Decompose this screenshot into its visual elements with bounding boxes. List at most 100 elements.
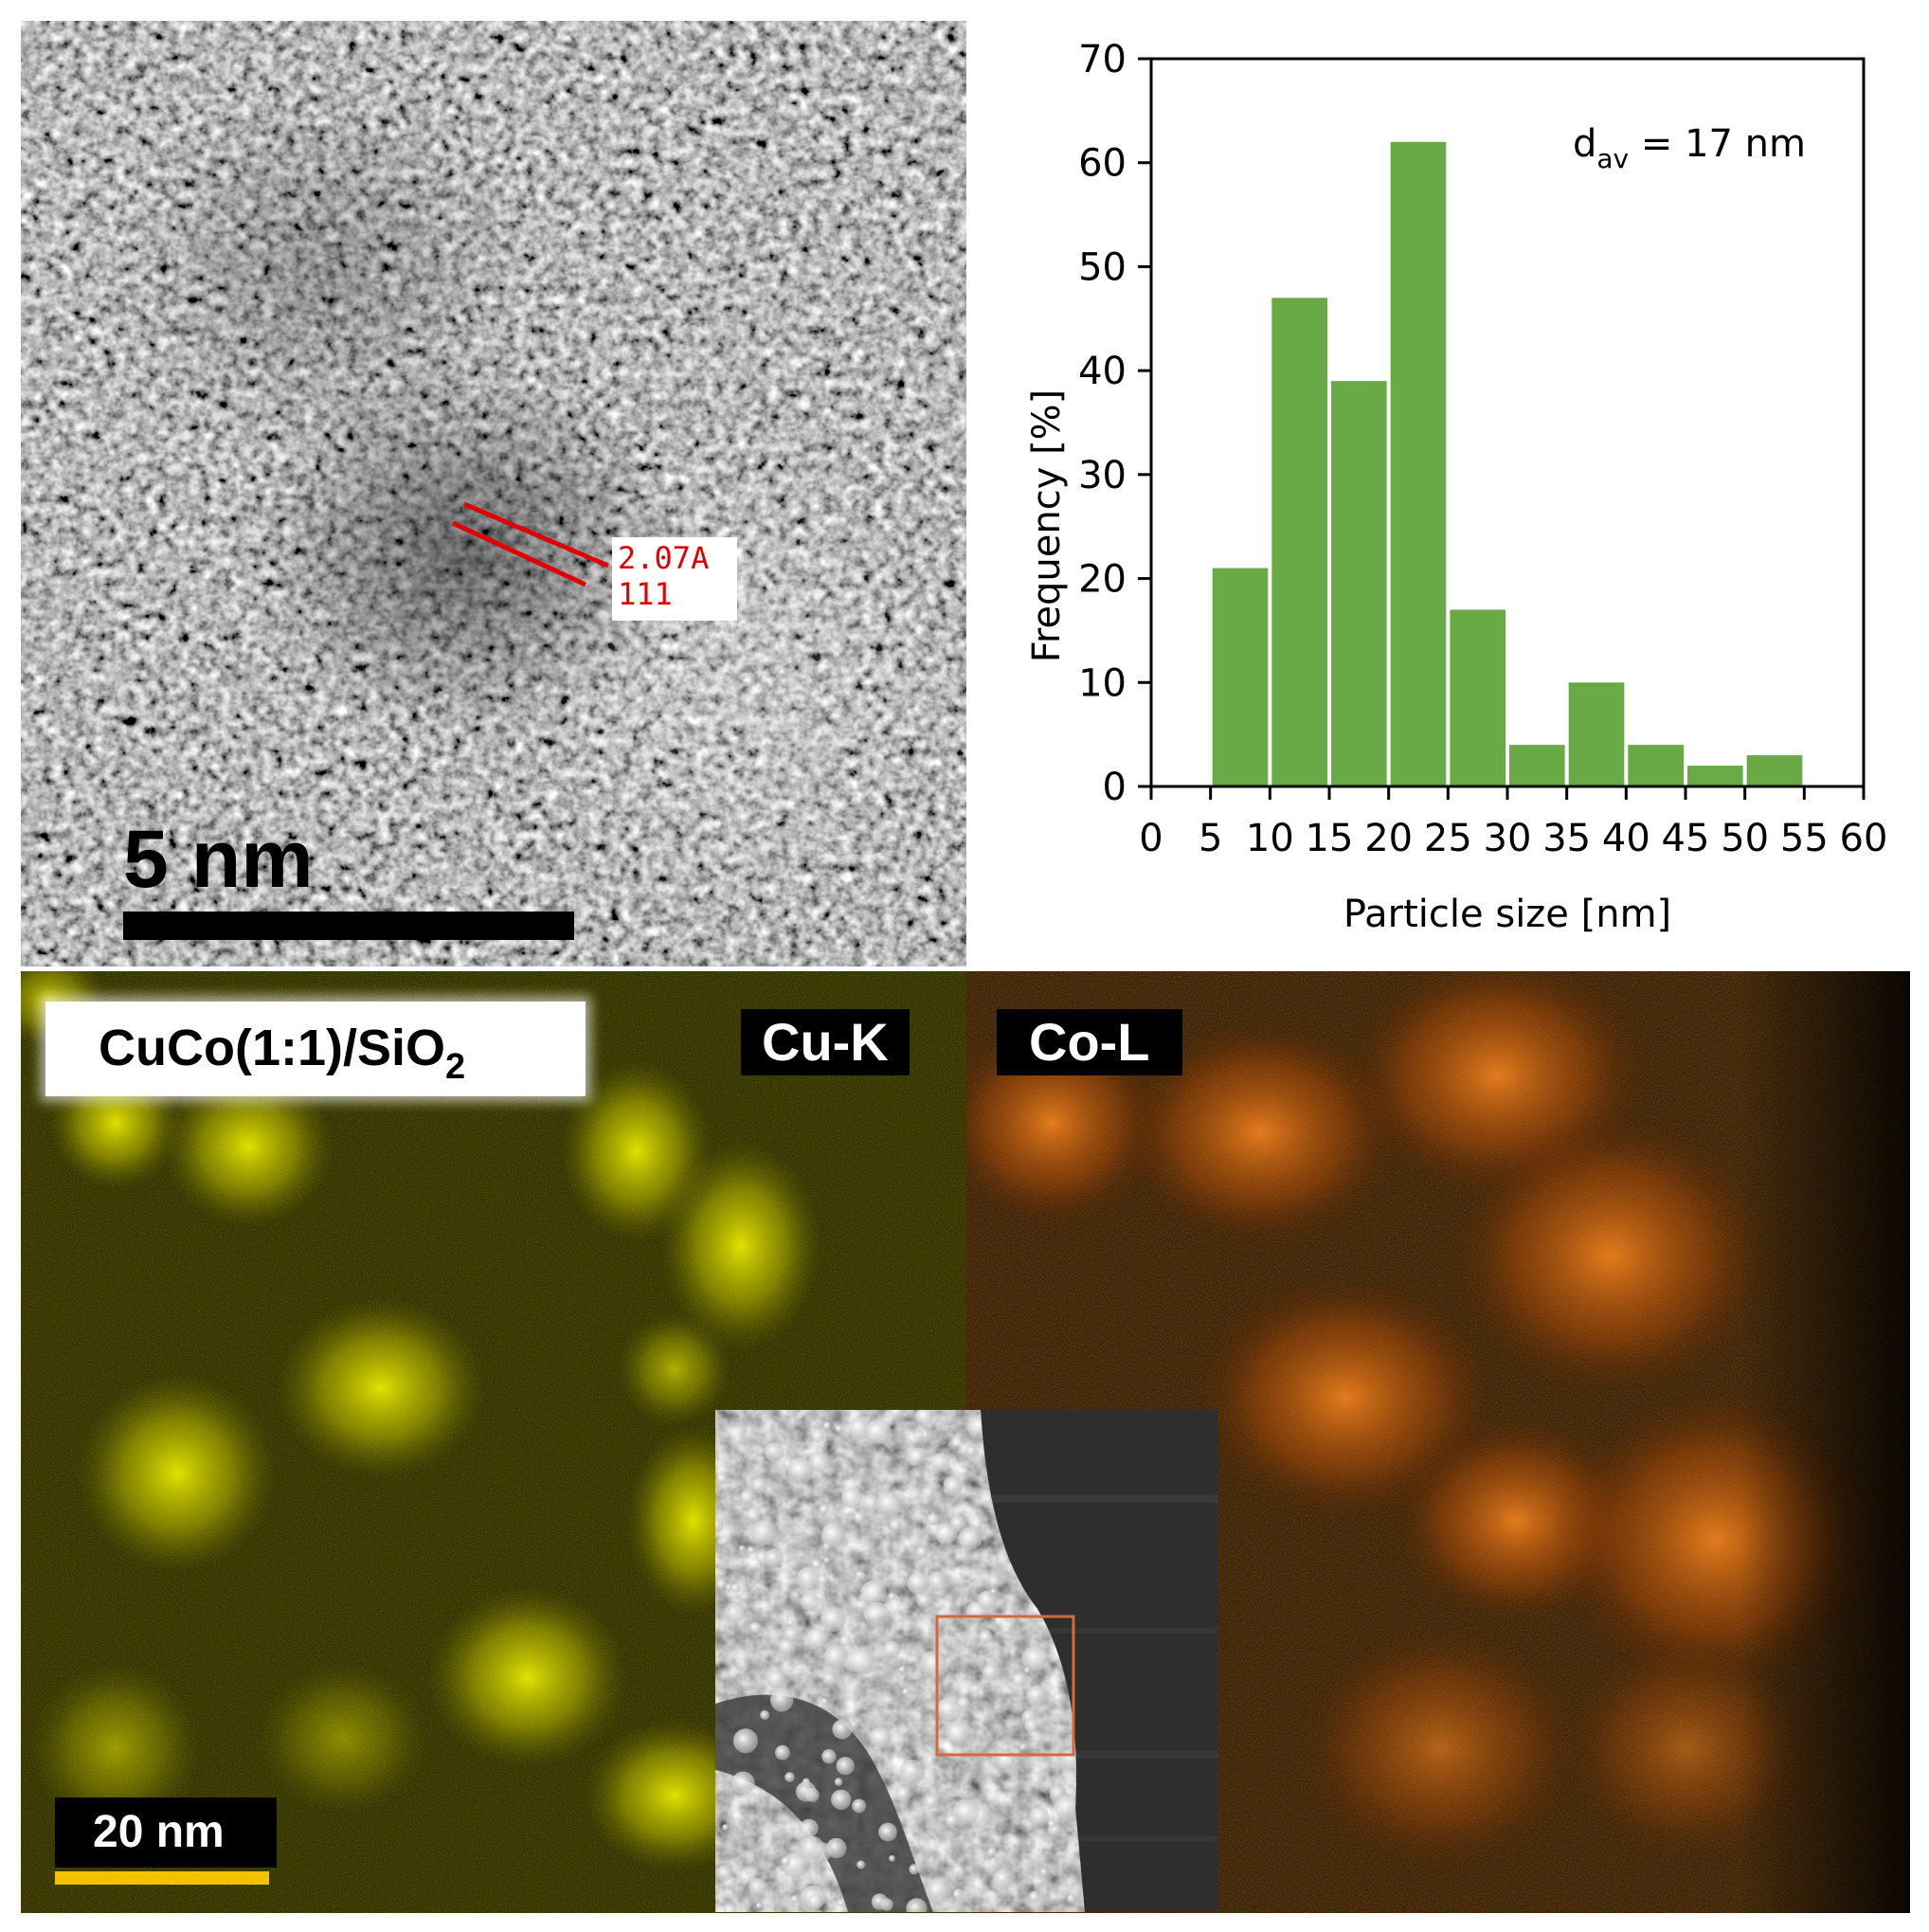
nanoparticle	[943, 1475, 964, 1496]
nanoparticle	[958, 1526, 983, 1550]
sample-label: CuCo(1:1)/SiO2	[99, 1020, 466, 1087]
nanoparticle	[811, 1429, 825, 1443]
haadf-image	[715, 1410, 1217, 1912]
roi-box	[935, 1615, 1075, 1757]
nanoparticle	[760, 1710, 770, 1720]
nanoparticle	[800, 1592, 820, 1612]
nanoparticle	[775, 1744, 790, 1760]
y-tick-label: 50	[1078, 245, 1127, 289]
nanoparticle	[977, 1590, 998, 1610]
nanoparticle	[983, 1664, 1000, 1681]
nanoparticle	[770, 1688, 794, 1712]
nanoparticle	[766, 1670, 786, 1688]
nanoparticle	[722, 1824, 729, 1831]
histogram-bar	[1390, 141, 1447, 786]
lattice-label-box: 2.07A 111	[612, 537, 737, 621]
y-tick-label: 40	[1078, 350, 1127, 393]
x-tick-label: 45	[1662, 817, 1710, 860]
histogram-bar	[1271, 298, 1327, 786]
nanoparticle	[800, 1818, 819, 1838]
cu-k-label: Cu-K	[741, 1009, 910, 1075]
x-tick-label: 15	[1306, 817, 1354, 860]
x-tick-label: 55	[1780, 817, 1829, 860]
nanoparticle	[1022, 1646, 1048, 1671]
x-tick-label: 30	[1484, 817, 1532, 860]
hrtem-image	[21, 21, 966, 966]
nanoparticle	[796, 1566, 820, 1591]
nanoparticle	[1029, 1806, 1050, 1828]
nanoparticle	[778, 1638, 795, 1655]
nanoparticle	[871, 1893, 889, 1910]
x-tick-label: 40	[1602, 817, 1650, 860]
particle-size-histogram: 0 5 10 15 20 25 30 35 40 45 50 55 60 0 10 20 30 40 50 60 70…	[966, 0, 1929, 971]
nanoparticle	[920, 1650, 946, 1677]
nanoparticle	[987, 1847, 997, 1857]
nanoparticle	[730, 1583, 741, 1593]
x-tick-label: 25	[1424, 817, 1472, 860]
y-tick-label: 60	[1078, 142, 1127, 186]
nanoparticle	[924, 1794, 939, 1809]
nanoparticle	[839, 1634, 852, 1647]
nanoparticle	[902, 1688, 910, 1696]
histogram-bar	[1687, 766, 1743, 786]
nanoparticle	[808, 1451, 830, 1472]
nanoparticle	[992, 1869, 1014, 1890]
nanoparticle	[784, 1772, 795, 1782]
x-tick-label: 60	[1840, 817, 1888, 860]
nanoparticle	[888, 1593, 896, 1600]
nanoparticle	[765, 1442, 784, 1462]
y-tick-label: 0	[1103, 766, 1127, 809]
nanoparticle	[915, 1410, 933, 1426]
nanoparticle	[854, 1512, 864, 1523]
lattice-plane-label: 111	[618, 576, 673, 612]
nanoparticle	[1028, 1890, 1040, 1903]
y-tick-label: 20	[1078, 558, 1127, 602]
nanoparticle	[953, 1890, 962, 1899]
nanoparticle	[945, 1814, 959, 1828]
nanoparticle	[1053, 1692, 1064, 1703]
nanoparticle	[715, 1579, 728, 1590]
x-tick-label: 10	[1246, 817, 1294, 860]
nanoparticle	[889, 1410, 904, 1418]
nanoparticle	[935, 1523, 957, 1544]
y-axis-label: Frequency [%]	[1025, 389, 1069, 663]
histogram-svg: 0 5 10 15 20 25 30 35 40 45 50 55 60 010203040506070…	[1025, 38, 1888, 936]
nanoparticle	[907, 1447, 927, 1467]
nanoparticle	[865, 1418, 892, 1445]
nanoparticle	[751, 1520, 778, 1545]
x-tick-label: 0	[1139, 817, 1163, 860]
nanoparticle	[823, 1557, 830, 1564]
nanoparticle	[906, 1898, 928, 1912]
histogram-bar	[1568, 682, 1625, 786]
nanoparticle	[790, 1895, 799, 1904]
nanoparticle	[750, 1477, 767, 1493]
nanoparticle	[715, 1517, 724, 1533]
nanoparticle	[862, 1494, 880, 1512]
nanoparticle	[875, 1491, 902, 1518]
nanoparticle	[821, 1749, 837, 1764]
nanoparticle	[723, 1904, 737, 1912]
nanoparticle	[909, 1864, 920, 1875]
nanoparticle	[965, 1446, 977, 1456]
nanoparticle	[716, 1472, 728, 1485]
co-l-label: Co-L	[997, 1009, 1182, 1075]
nanoparticle	[936, 1697, 962, 1723]
nanoparticle	[835, 1424, 843, 1433]
nanoparticle	[819, 1504, 829, 1514]
nanoparticle	[811, 1560, 821, 1569]
nanoparticle	[732, 1728, 758, 1754]
nanoparticle	[786, 1619, 794, 1627]
nanoparticle	[748, 1878, 766, 1897]
nanoparticle	[832, 1719, 853, 1740]
nanoparticle	[796, 1781, 817, 1802]
nanoparticle	[787, 1457, 814, 1484]
nanoparticle	[957, 1696, 971, 1710]
nanoparticle	[806, 1628, 828, 1649]
nanoparticle	[899, 1760, 925, 1785]
nanoparticle	[1019, 1744, 1026, 1751]
nanoparticle	[856, 1860, 866, 1869]
histogram-bar	[1509, 745, 1565, 786]
x-tick-label: 20	[1364, 817, 1413, 860]
histogram-bar	[1212, 568, 1269, 786]
nanoparticle	[837, 1899, 845, 1907]
